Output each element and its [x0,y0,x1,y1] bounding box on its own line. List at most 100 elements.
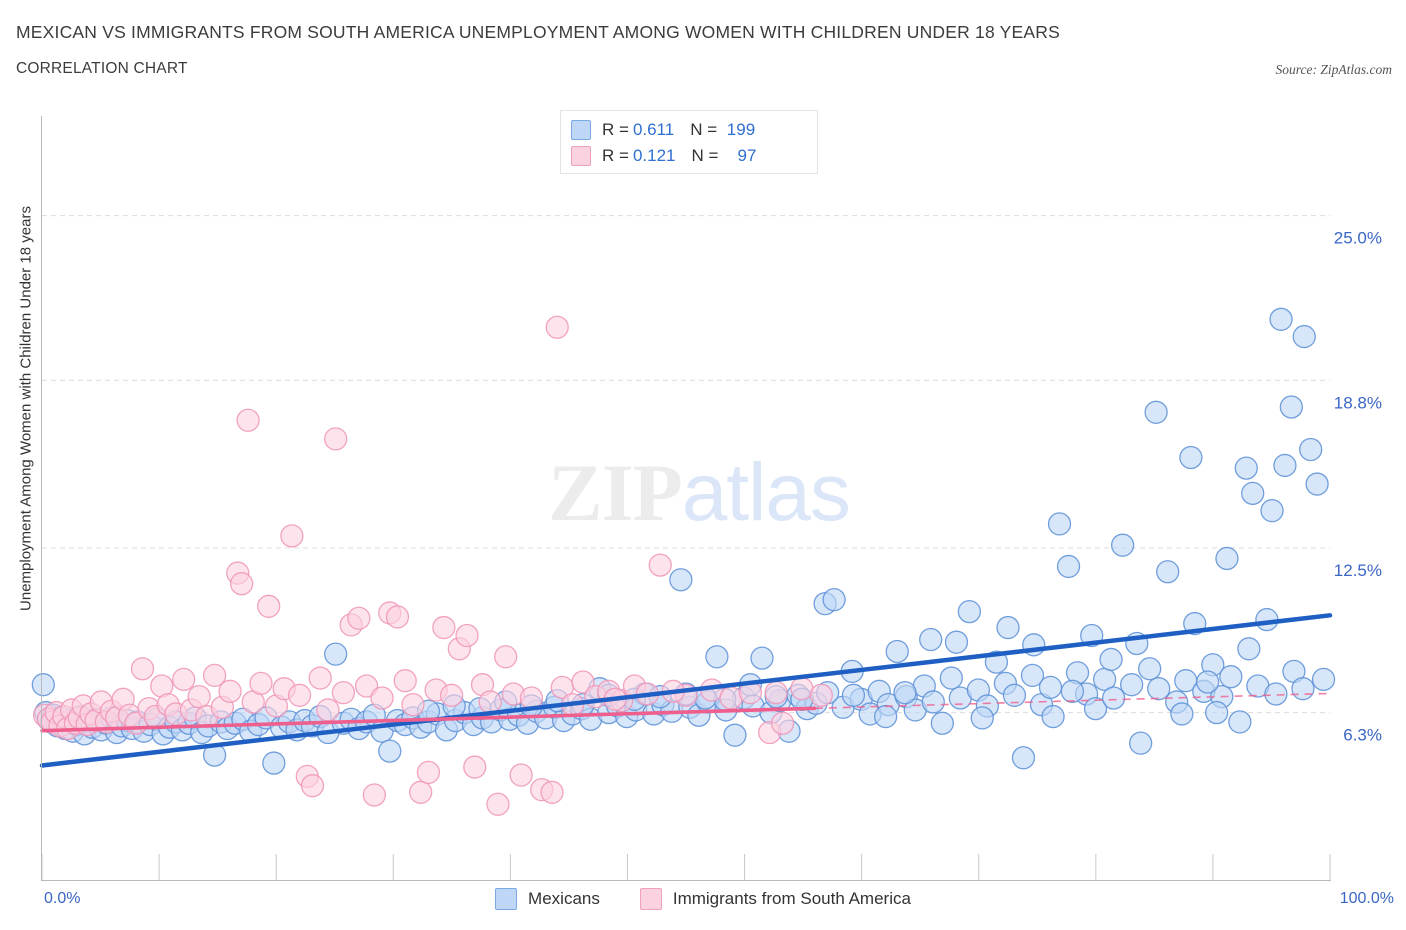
data-point [885,639,909,664]
data-point [370,686,394,710]
trend-line [39,613,1333,768]
series-legend-item-immigrants[interactable]: Immigrants from South America [639,888,911,910]
x-axis-min-label: 0.0% [44,890,81,907]
data-point [540,780,564,804]
series-swatch-pink [639,888,662,910]
data-point [1138,657,1162,681]
legend-r-value-pink: 0.121 [632,146,676,165]
legend-r-value-blue: 0.611 [632,120,675,139]
source-label: Source: ZipAtlas.com [1275,62,1392,77]
series-legend-item-mexicans[interactable]: Mexicans [495,888,600,910]
data-point [893,681,917,705]
series-legend: Mexicans Immigrants from South America [0,888,1406,910]
data-point [347,606,371,630]
data-point [1291,677,1315,701]
data-point [648,553,672,577]
data-point [385,605,410,629]
series-label-immigrants: Immigrants from South America [672,889,911,908]
data-point [705,645,729,669]
legend-swatch-pink [571,146,591,166]
data-point [1119,673,1144,697]
legend-n-label-blue: N = [690,120,718,139]
legend-row-mexicans: R = 0.611 N = 199 [571,117,807,143]
data-point [822,587,846,612]
data-point [316,698,340,722]
data-point [1099,647,1123,672]
data-point [249,671,273,696]
data-point [1234,456,1258,480]
legend-n-value-blue: 199 [726,120,756,139]
data-point [280,524,304,548]
data-point [996,615,1020,640]
data-point [486,792,510,816]
data-point [571,670,595,694]
trend-line-dashed [814,692,1331,710]
data-point [1264,682,1288,706]
data-point [1041,704,1065,729]
page-subtitle: CORRELATION CHART [16,60,188,77]
data-point [1179,445,1203,470]
data-point [1156,560,1180,584]
data-point [494,645,518,669]
y-axis-line [41,116,42,880]
data-point [921,690,945,714]
data-point [257,594,281,618]
data-point [939,666,963,690]
data-point [750,646,774,670]
data-point [1292,324,1316,349]
data-point [1060,679,1085,703]
data-point [1038,675,1063,699]
data-point [809,683,833,707]
y-axis-tick-label: 6.3% [1343,726,1382,745]
data-point [432,615,456,640]
data-point [1279,395,1304,419]
data-point [354,674,379,698]
series-points-immigrants-from-south-america [32,315,833,816]
data-point [218,679,242,703]
data-point [790,677,814,701]
data-point [1219,665,1243,689]
y-axis-tick-label: 18.8% [1334,393,1382,412]
data-point [1237,637,1261,661]
legend-n-label-pink: N = [691,146,719,165]
data-point [957,599,982,624]
data-point [1101,686,1126,710]
data-point [1110,533,1135,557]
data-point [919,627,943,652]
x-axis-line [41,880,1331,881]
data-point [416,760,441,785]
data-point [324,427,348,451]
legend-row-immigrants: R = 0.121 N = 97 [571,143,807,169]
data-point [723,723,747,747]
legend-n-value-pink: 97 [737,146,757,165]
data-point [393,669,417,693]
data-point [669,568,693,592]
data-point [1273,453,1297,478]
data-point [262,751,286,775]
legend-r-label-pink: R = [602,146,629,165]
data-point [764,681,788,705]
data-point [463,755,487,779]
data-point [202,663,227,688]
data-point [1215,546,1239,571]
data-point [300,774,325,798]
data-point [172,667,196,692]
data-point [439,683,464,707]
data-point [841,683,866,707]
trend-line-solid [40,706,817,733]
series-swatch-blue [495,888,518,910]
data-point [1047,512,1072,536]
data-point [1147,677,1171,701]
y-axis-tick-label: 12.5% [1334,561,1382,580]
data-point [509,763,533,787]
data-point [401,692,425,717]
data-point [130,657,155,681]
data-point [545,315,569,339]
data-point [1260,498,1284,523]
data-point [1170,702,1194,726]
data-point [409,780,433,804]
data-point [930,711,954,735]
data-point [287,683,312,707]
series-label-mexicans: Mexicans [528,889,600,908]
page-title: MEXICAN VS IMMIGRANTS FROM SOUTH AMERICA… [16,22,1060,42]
